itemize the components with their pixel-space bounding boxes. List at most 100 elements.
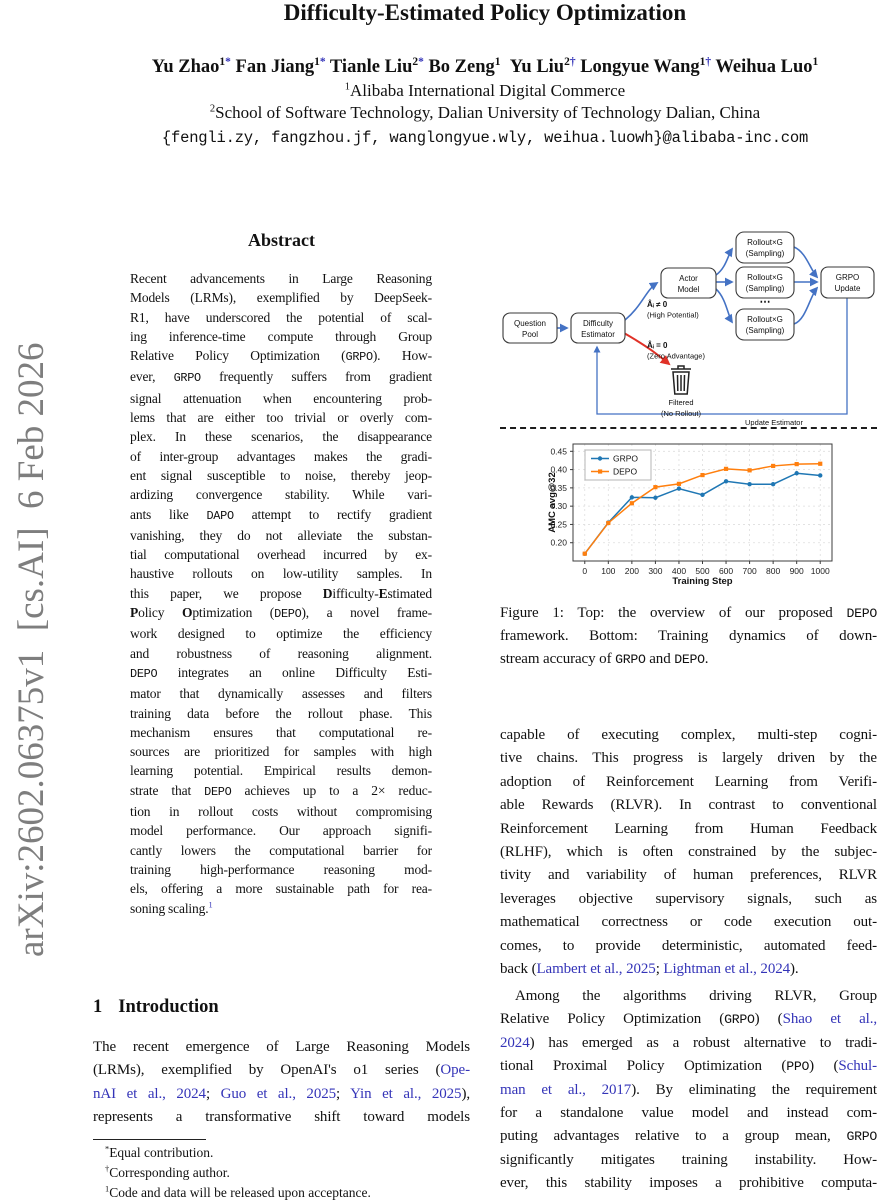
text-line: capable of executing complex, multi-step… — [500, 727, 877, 743]
text-line: Among the algorithms driving RLVR, Group — [515, 988, 877, 1004]
section-heading-introduction: 1 Introduction — [93, 997, 470, 1018]
arrow-estimator-to-actor — [624, 282, 659, 321]
y-tick-label: 0.20 — [550, 538, 567, 548]
abstract-body: Recent advancements in Large Reasoning Mo… — [130, 269, 432, 918]
text-line: able Rewards (RLVR). In contrast to conv… — [500, 797, 877, 814]
node-rollout-2 — [735, 266, 795, 299]
citation-link[interactable]: nAI et al., 2024 — [93, 1085, 206, 1102]
text-line: of inter-group advantages makes the grad… — [130, 448, 432, 464]
x-tick-label: 1000 — [811, 566, 830, 576]
y-tick-label: 0.35 — [550, 483, 567, 493]
marker-depo — [818, 461, 823, 466]
marker-depo — [771, 463, 776, 469]
citation-link[interactable]: Shao et al., — [782, 1011, 878, 1028]
marker-depo — [676, 481, 682, 486]
marker-grpo — [794, 471, 799, 476]
text-line: soning scaling.1 — [130, 900, 213, 916]
node-rollout-3 — [735, 308, 795, 341]
marker-grpo — [700, 492, 705, 498]
citation-link[interactable]: * — [418, 55, 424, 68]
text-line: ever, this stability imposes a prohibiti… — [500, 1175, 877, 1192]
label-filtered: Filtered — [668, 398, 693, 407]
training-dynamics-chart: 0 100 200 300 400 500 600 700 800 900 1000 0.20 0.25… — [547, 443, 833, 587]
citation-link[interactable]: † — [569, 55, 576, 68]
text-line: vanishing, they do not alleviate the sub… — [130, 527, 432, 543]
marker-depo — [653, 485, 658, 490]
marker-depo — [747, 468, 752, 473]
label-rollout3-2: (Sampling) — [746, 326, 785, 335]
text-line: adoption of Reinforcement Learning from … — [500, 773, 877, 790]
label-rollout2-1: Rollout×G — [747, 273, 783, 282]
text-line: tial computational overhead incurred by … — [130, 547, 432, 563]
citation-link[interactable]: * — [319, 55, 326, 68]
abstract-heading: Abstract — [248, 230, 315, 250]
citation-link[interactable]: man et al., 2017 — [500, 1081, 632, 1098]
marker-grpo — [653, 495, 658, 500]
text-line: leverages objective supervisory signals,… — [500, 890, 877, 907]
author-emails: {fengli.zy, fangzhou.jf, wanglongyue.wly… — [161, 129, 809, 147]
text-line: comes, to provide deterministic, automat… — [500, 937, 877, 954]
marker-depo — [582, 551, 587, 556]
label-grpo-update-2: Update — [835, 284, 861, 293]
citation-link[interactable]: * — [225, 55, 231, 68]
legend-marker — [597, 456, 603, 461]
citation-link[interactable]: Guo et al., 2025 — [220, 1085, 337, 1102]
marker-depo — [606, 520, 611, 526]
section-number: 1 — [93, 997, 103, 1017]
text-line: back (Lambert et al., 2025; Lightman et … — [500, 961, 799, 978]
label-actor-model-1: Actor — [679, 274, 698, 283]
figure-1: Question Pool Difficulty Estimator Actor… — [500, 228, 877, 588]
author-list: Yu Zhao1* Fan Jiang1* Tianle Liu2* Bo Ze… — [151, 55, 819, 77]
citation-link[interactable]: Yin et al., 2025 — [350, 1085, 462, 1102]
arrow-rollout3-to-update — [793, 286, 819, 325]
text-line: this paper, we propose Difficulty-Estima… — [130, 585, 432, 601]
text-line: tion in rollout costs without compromisi… — [130, 804, 432, 820]
arrow-actor-to-rollout1 — [715, 247, 733, 276]
text-line: and robustness of reasoning alignment. — [130, 645, 432, 661]
marker-depo — [629, 501, 634, 506]
node-difficulty-estimator — [570, 312, 626, 344]
text-line: sources are prioritized for samples with… — [130, 744, 432, 760]
text-line: framework. Bottom: Training dynamics of … — [500, 628, 877, 645]
text-line: Policy Optimization (DEPO), a novel fram… — [130, 605, 432, 622]
code-token: GRPO — [615, 651, 646, 667]
marker-grpo — [676, 486, 682, 491]
text-line: R1, have underscored the potential of sc… — [130, 309, 432, 325]
text-line: els, offering a more sustainable path fo… — [130, 881, 432, 897]
citation-link[interactable]: Lightman et al., 2024 — [663, 961, 791, 978]
citation-link[interactable]: † — [705, 55, 712, 68]
text-line: mator that dynamically assesses and filt… — [130, 686, 432, 702]
text-line: training data before the rollout phase. … — [130, 705, 432, 721]
text-line: model performance. Our approach signifi- — [130, 823, 432, 839]
marker-grpo — [723, 479, 729, 484]
text-line: *Equal contribution. — [105, 1144, 214, 1160]
text-line: Figure 1: Top: the overview of our propo… — [500, 605, 877, 621]
citation-link[interactable]: Lambert et al., 2025 — [536, 961, 656, 978]
citation-link[interactable]: Ope- — [440, 1062, 470, 1079]
citation-link[interactable]: Schul- — [838, 1058, 877, 1075]
x-tick-label: 600 — [719, 566, 733, 576]
x-tick-label: 300 — [648, 566, 662, 576]
text-line: (RLHF), which is often constrained by th… — [500, 844, 877, 861]
marker-grpo — [770, 482, 776, 487]
x-tick-label: 800 — [766, 566, 780, 576]
body-paragraph-2: Among the algorithms driving RLVR, Group… — [500, 985, 877, 1196]
text-line: stream accuracy of GRPO and DEPO. — [500, 650, 709, 667]
affiliation-2: 2School of Software Technology, Dalian U… — [209, 103, 761, 122]
citation-link[interactable]: 1 — [208, 900, 213, 909]
label-rollout1-1: Rollout×G — [747, 238, 783, 247]
depo-framework-diagram: Question Pool Difficulty Estimator Actor… — [502, 231, 875, 427]
affiliation-1: 1Alibaba International Digital Commerce — [344, 81, 626, 100]
text-line: Relative Policy Optimization (GRPO) (Sha… — [500, 1011, 878, 1028]
legend-box — [584, 449, 652, 481]
citation-link[interactable]: 2024 — [500, 1034, 530, 1051]
text-line: learning potential. Empirical results de… — [130, 763, 432, 779]
y-tick-label: 0.25 — [550, 519, 567, 529]
legend-marker — [598, 469, 603, 474]
label-grpo-update-1: GRPO — [836, 273, 860, 282]
text-line: man et al., 2017). By eliminating the re… — [500, 1081, 877, 1098]
text-line: signal attenuation when encountering pro… — [130, 390, 432, 406]
label-question-pool-2: Pool — [522, 330, 538, 339]
y-tick-label: 0.45 — [550, 446, 567, 456]
